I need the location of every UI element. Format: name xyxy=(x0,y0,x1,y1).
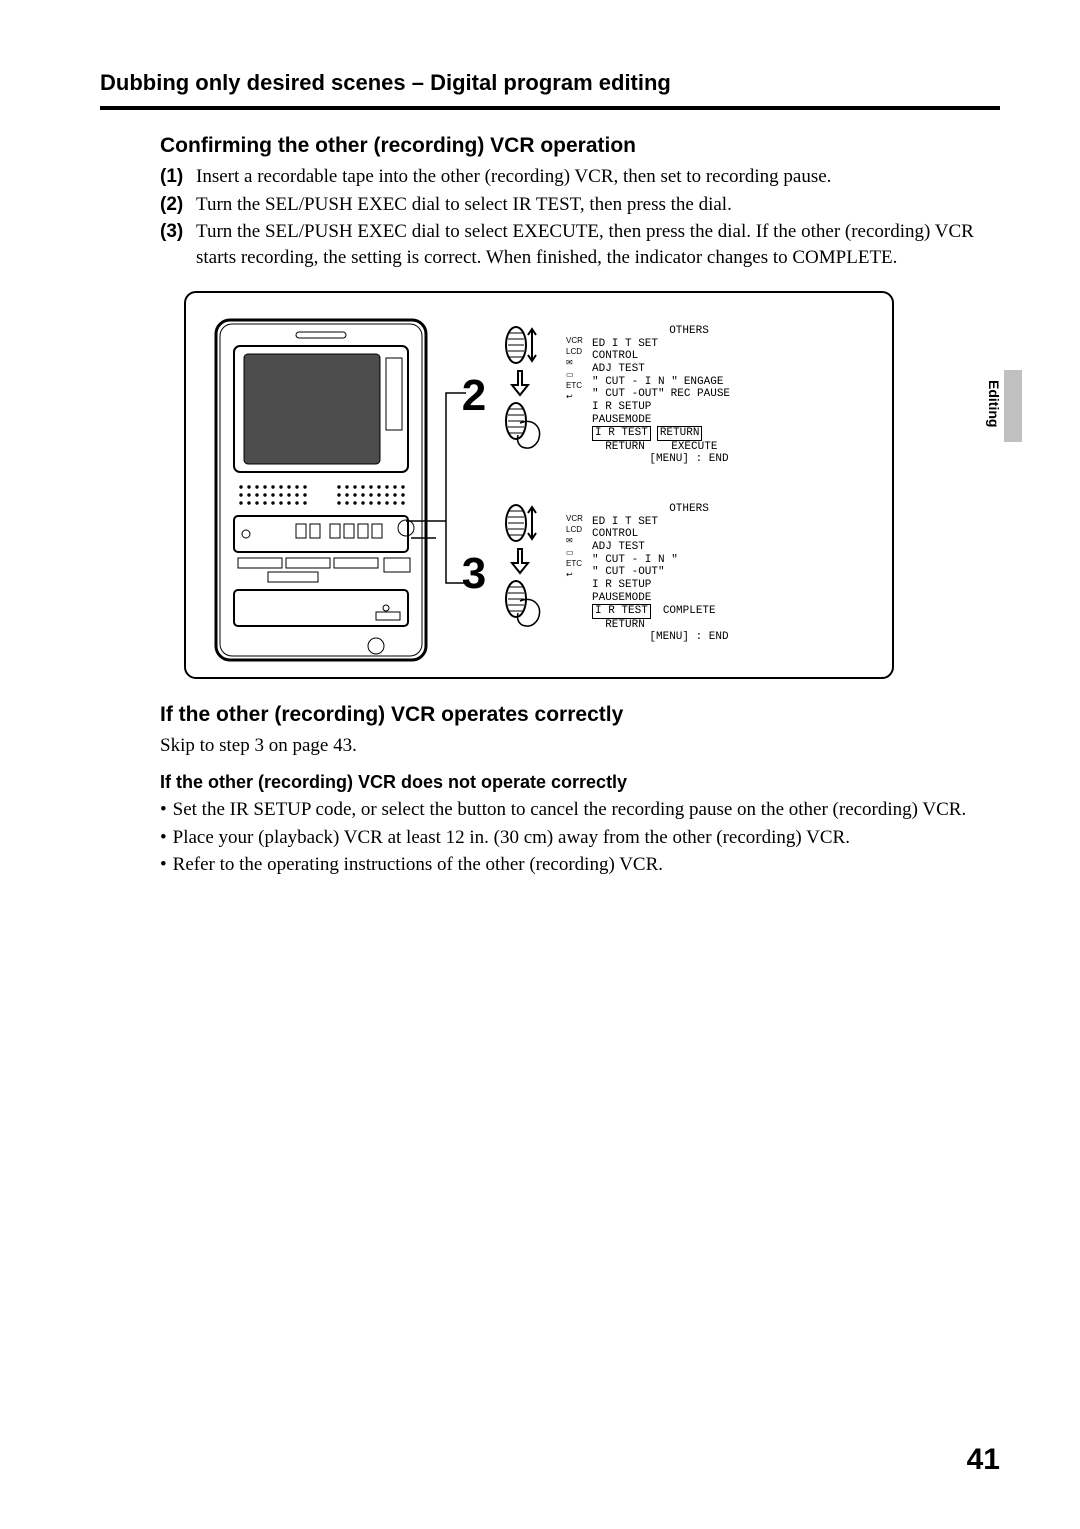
vcr-icon-label: VCR xyxy=(566,335,583,346)
step-text: Insert a recordable tape into the other … xyxy=(196,164,1000,190)
diagram-step-num: 3 xyxy=(456,549,492,599)
menu-line: ED I T SET xyxy=(592,516,786,529)
vcr-illustration xyxy=(186,293,456,677)
step-num: (1) xyxy=(160,164,190,190)
step-text: Turn the SEL/PUSH EXEC dial to select EX… xyxy=(196,219,1000,270)
menu-line: " CUT -OUT"REC PAUSE xyxy=(592,388,786,401)
menu-line: I R TESTRETURN xyxy=(592,426,786,441)
bullet-item: Place your (playback) VCR at least 12 in… xyxy=(160,825,1000,851)
menu-panel-3: VCR LCD ✉ ▭ ETC ↩ OTHERS ED I T SET CONT… xyxy=(566,503,786,644)
menu-line: RETURN EXECUTE xyxy=(592,441,786,454)
menu-line: CONTROL xyxy=(592,528,786,541)
menu-line: " CUT -OUT" xyxy=(592,566,786,579)
page-header: Dubbing only desired scenes – Digital pr… xyxy=(100,70,1000,110)
dial-icon xyxy=(502,501,556,646)
menu-line: " CUT - I N "ENGAGE xyxy=(592,376,786,389)
diagram-step-3: 3 VCR xyxy=(456,501,880,646)
menu-line: I R SETUP xyxy=(592,401,786,414)
section1-heading: Confirming the other (recording) VCR ope… xyxy=(160,134,1000,158)
menu-end: [MENU] : END xyxy=(592,631,786,644)
menu-line: I R SETUP xyxy=(592,579,786,592)
menu-line: ED I T SET xyxy=(592,338,786,351)
menu-line: " CUT - I N " xyxy=(592,554,786,567)
diagram-box: 2 xyxy=(184,291,894,679)
section3-heading: If the other (recording) VCR does not op… xyxy=(160,772,1000,793)
step-item: (3) Turn the SEL/PUSH EXEC dial to selec… xyxy=(160,219,1000,270)
menu-title: OTHERS xyxy=(592,503,786,516)
step-num: (2) xyxy=(160,192,190,218)
menu-line: ADJ TEST xyxy=(592,541,786,554)
section2-heading: If the other (recording) VCR operates co… xyxy=(160,703,1000,727)
step-list: (1) Insert a recordable tape into the ot… xyxy=(160,164,1000,271)
section2-text: Skip to step 3 on page 43. xyxy=(160,733,1000,759)
side-label: Editing xyxy=(986,380,1002,427)
diagram-step-2: 2 xyxy=(456,323,880,468)
page-number: 41 xyxy=(967,1443,1000,1477)
return-icon: ↩ xyxy=(566,569,583,580)
menu-panel-2: VCR LCD ✉ ▭ ETC ↩ OTHERS ED I T SET CONT… xyxy=(566,325,786,466)
menu-line: PAUSEMODE xyxy=(592,414,786,427)
menu-line: I R TESTCOMPLETE xyxy=(592,604,786,619)
step-num: (3) xyxy=(160,219,190,270)
lcd-icon-label: LCD xyxy=(566,346,583,357)
bullet-item: Set the IR SETUP code, or select the but… xyxy=(160,797,1000,823)
tape-icon: ▭ xyxy=(566,547,583,558)
menu-line: ADJ TEST xyxy=(592,363,786,376)
menu-end: [MENU] : END xyxy=(592,453,786,466)
dial-icon xyxy=(502,323,556,468)
menu-line: PAUSEMODE xyxy=(592,592,786,605)
etc-icon-label: ETC xyxy=(566,380,583,391)
diagram-step-num: 2 xyxy=(456,371,492,421)
tape-icon: ▭ xyxy=(566,369,583,380)
mail-icon: ✉ xyxy=(566,357,583,368)
return-icon: ↩ xyxy=(566,391,583,402)
menu-icon-col: VCR LCD ✉ ▭ ETC ↩ xyxy=(566,513,583,580)
step-text: Turn the SEL/PUSH EXEC dial to select IR… xyxy=(196,192,1000,218)
menu-icon-col: VCR LCD ✉ ▭ ETC ↩ xyxy=(566,335,583,402)
step-item: (1) Insert a recordable tape into the ot… xyxy=(160,164,1000,190)
mail-icon: ✉ xyxy=(566,535,583,546)
bullet-list: Set the IR SETUP code, or select the but… xyxy=(160,797,1000,878)
vcr-icon-label: VCR xyxy=(566,513,583,524)
etc-icon-label: ETC xyxy=(566,558,583,569)
menu-title: OTHERS xyxy=(592,325,786,338)
menu-line: RETURN xyxy=(592,619,786,632)
lcd-icon-label: LCD xyxy=(566,524,583,535)
menu-line: CONTROL xyxy=(592,350,786,363)
side-tab xyxy=(1004,370,1022,442)
bullet-item: Refer to the operating instructions of t… xyxy=(160,852,1000,878)
step-item: (2) Turn the SEL/PUSH EXEC dial to selec… xyxy=(160,192,1000,218)
